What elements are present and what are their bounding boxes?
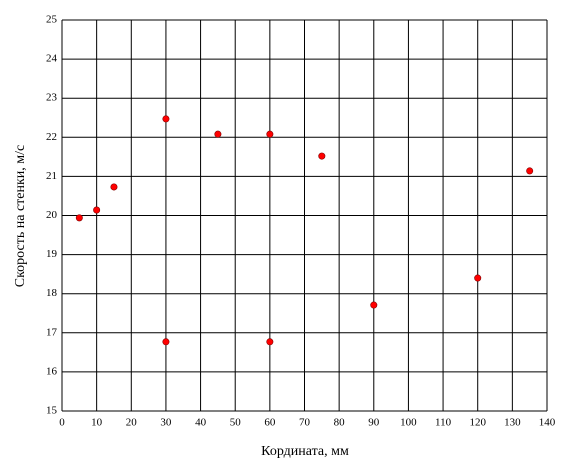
point (162, 115, 170, 123)
y-tick-label: 17 (46, 326, 58, 338)
x-tick-label: 70 (299, 417, 311, 429)
x-tick-label: 80 (334, 417, 346, 429)
point (214, 130, 222, 138)
x-tick-label: 0 (59, 417, 65, 429)
y-axis-label: Скорость на стенки, м/с (13, 145, 28, 288)
y-tick-label: 16 (46, 365, 58, 377)
y-tick-label: 20 (46, 209, 58, 221)
point (93, 206, 101, 214)
x-axis-label: Кордината, мм (261, 444, 349, 459)
x-tick-label: 20 (126, 417, 138, 429)
x-tick-label: 130 (504, 417, 521, 429)
x-tick-label: 30 (160, 417, 172, 429)
y-tick-label: 19 (46, 248, 58, 260)
x-tick-label: 10 (91, 417, 103, 429)
point (526, 167, 534, 175)
y-tick-label: 22 (46, 131, 57, 143)
point (474, 274, 482, 282)
x-tick-label: 40 (195, 417, 207, 429)
y-tick-label: 24 (46, 53, 58, 65)
y-tick-label: 23 (46, 92, 58, 104)
x-tick-label: 90 (368, 417, 380, 429)
y-tick-label: 25 (46, 14, 58, 26)
point (266, 130, 274, 138)
x-tick-label: 60 (264, 417, 276, 429)
point (370, 301, 378, 309)
point (75, 214, 83, 222)
x-tick-label: 50 (230, 417, 242, 429)
x-tick-label: 140 (539, 417, 556, 429)
x-tick-label: 110 (435, 417, 452, 429)
y-tick-label: 15 (46, 405, 58, 417)
point (318, 152, 326, 160)
y-tick-label: 21 (46, 170, 57, 182)
point (110, 183, 118, 191)
x-tick-label: 100 (400, 417, 417, 429)
point (266, 338, 274, 346)
x-tick-label: 120 (469, 417, 486, 429)
point (162, 338, 170, 346)
y-tick-label: 18 (46, 287, 58, 299)
